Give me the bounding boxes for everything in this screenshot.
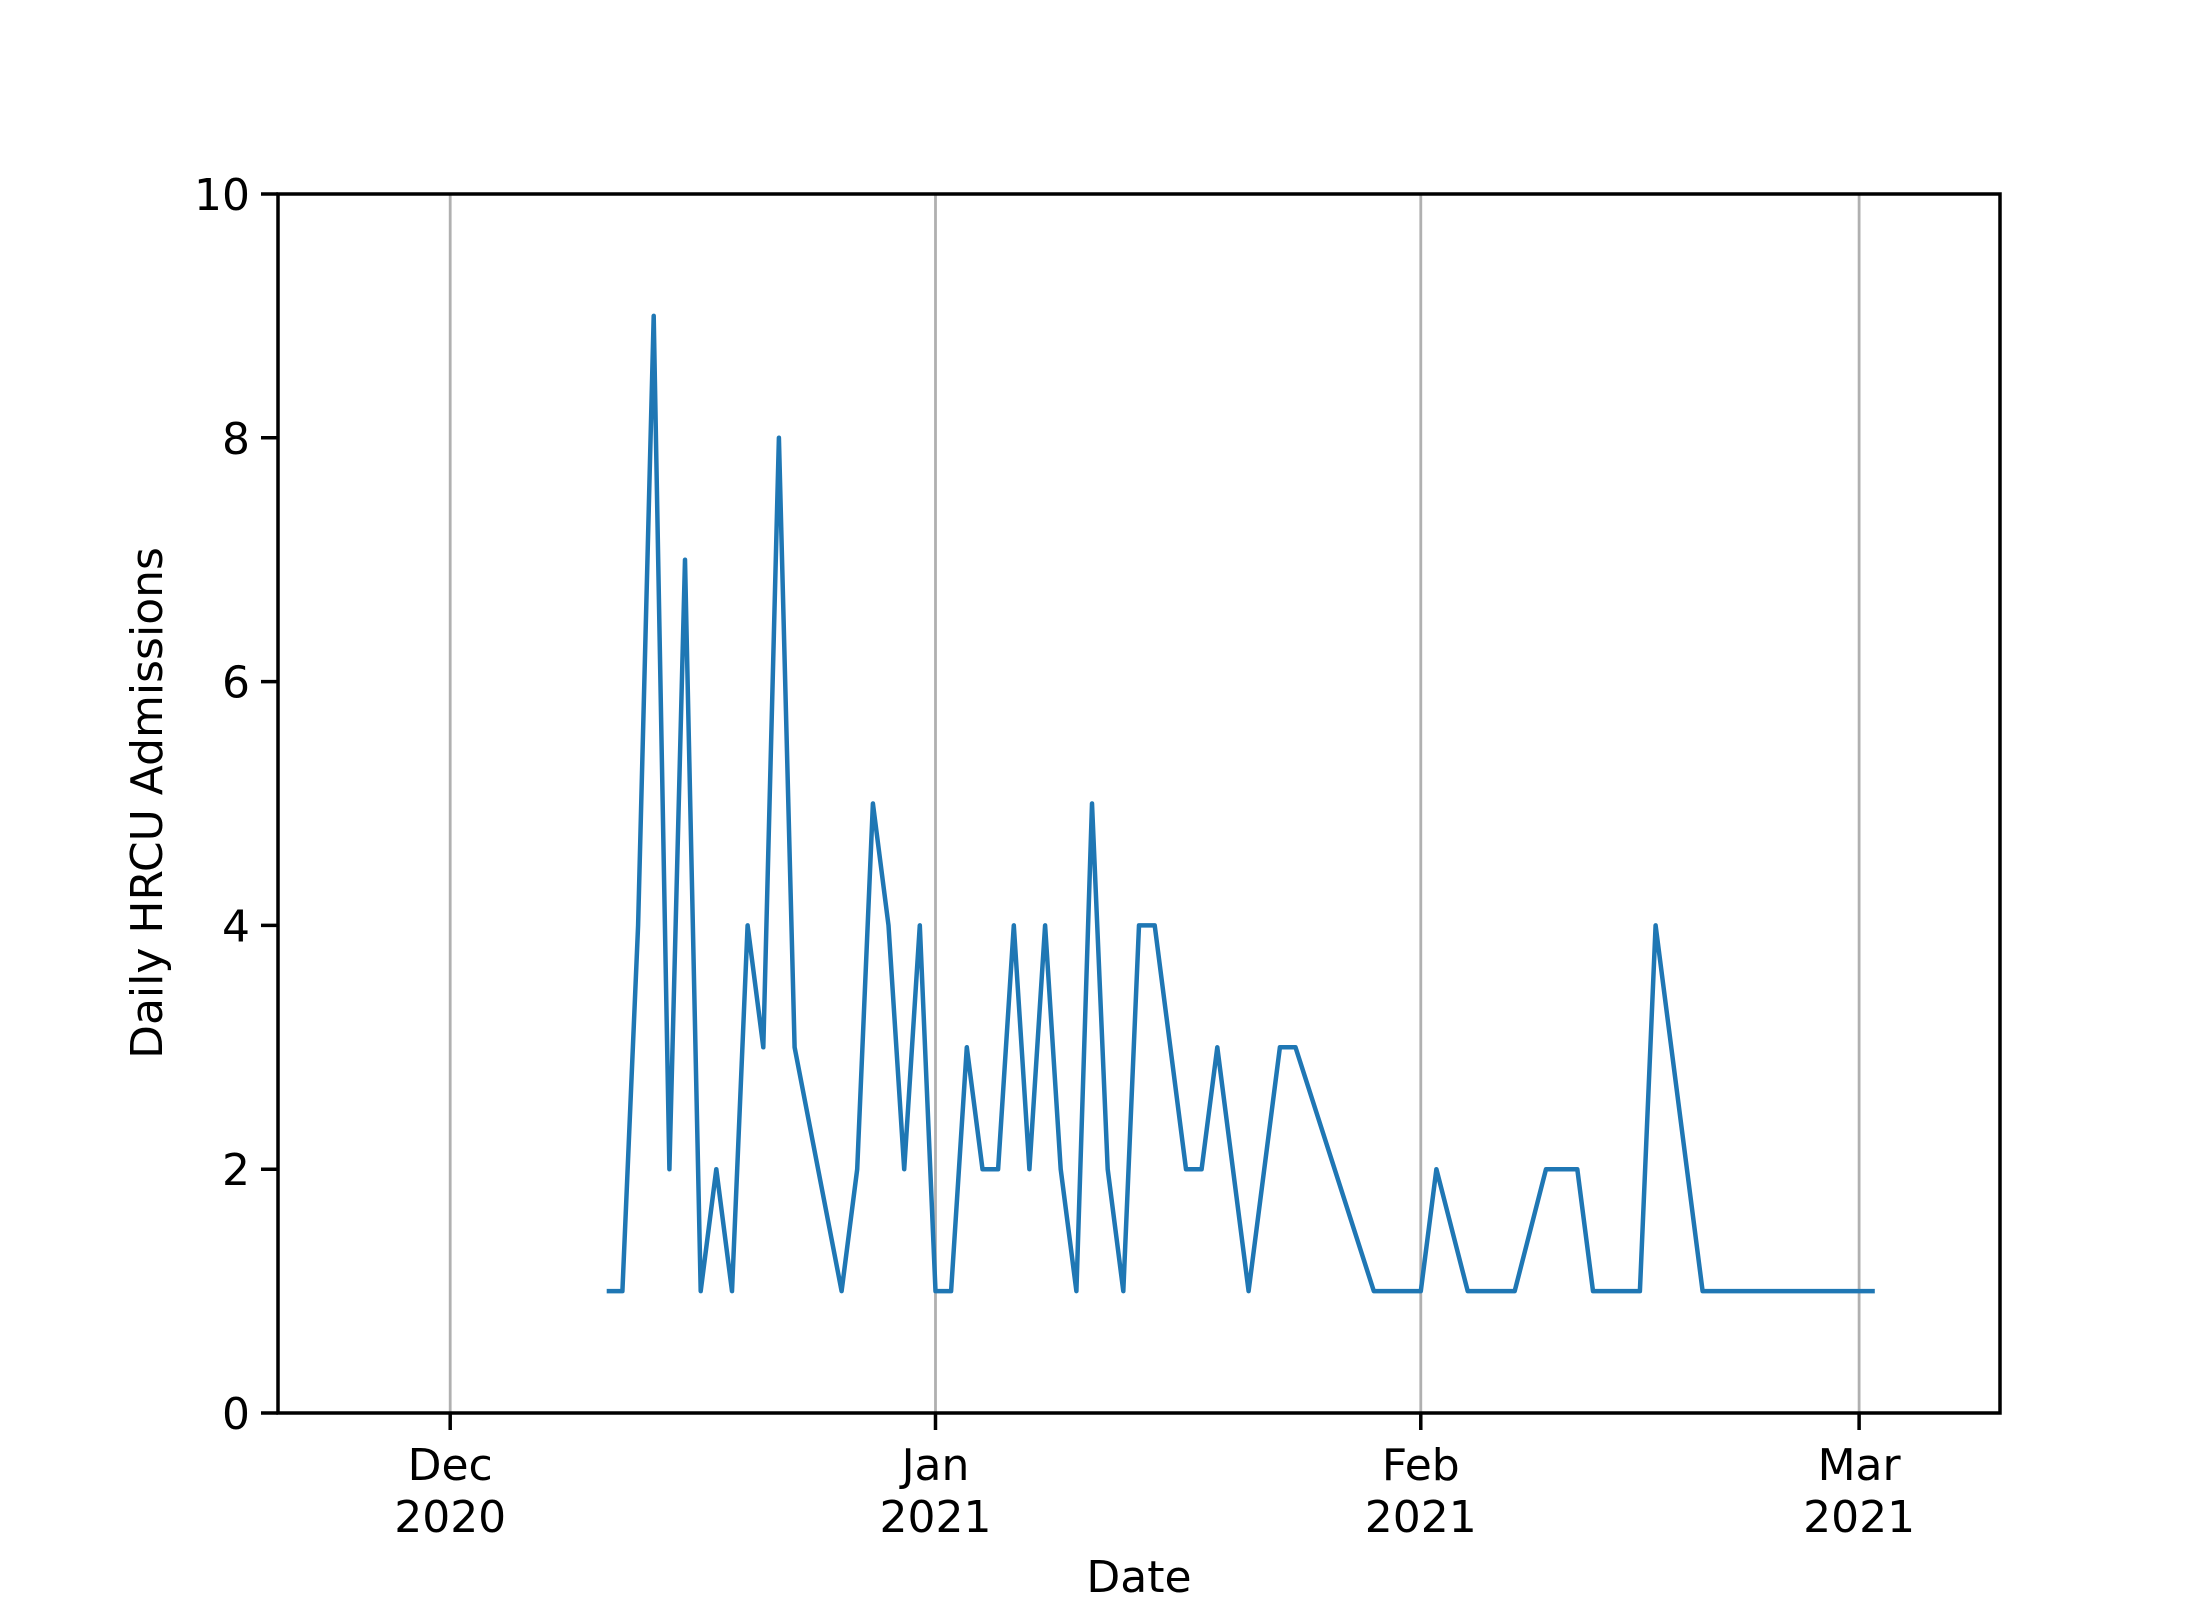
x-tick-label: Dec 2020 [394,1440,506,1543]
y-tick-label: 8 [222,414,250,465]
y-tick-label: 4 [222,901,250,952]
x-tick-label: Mar 2021 [1803,1440,1915,1543]
x-axis-label: Date [1086,1552,1191,1600]
y-tick-label: 6 [222,658,250,709]
plot-frame [276,192,2002,1415]
y-tick-label: 10 [194,170,250,221]
data-line [606,313,1875,1294]
y-tick-label: 0 [222,1389,250,1440]
x-tick-label: Jan 2021 [879,1440,991,1543]
y-tick-label: 2 [222,1145,250,1196]
x-tick-label: Feb 2021 [1365,1440,1477,1543]
y-axis-label: Daily HRCU Admissions [122,547,173,1059]
